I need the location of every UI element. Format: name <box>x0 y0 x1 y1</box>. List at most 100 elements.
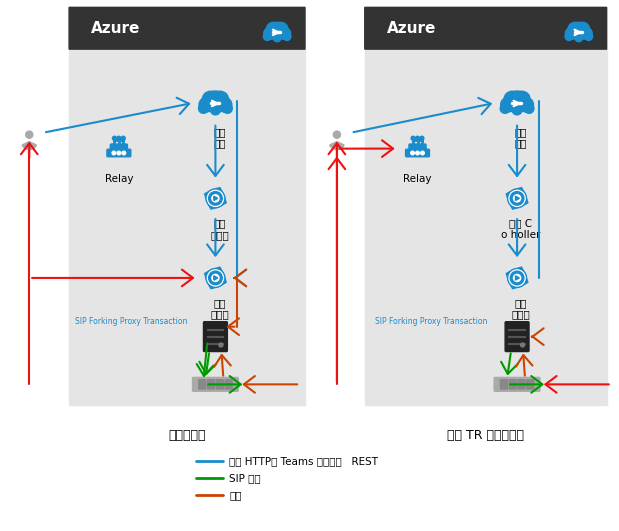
FancyBboxPatch shape <box>193 378 238 391</box>
Polygon shape <box>516 276 519 280</box>
Circle shape <box>264 28 275 39</box>
Circle shape <box>206 269 225 287</box>
Circle shape <box>576 22 589 36</box>
Circle shape <box>273 34 281 42</box>
Circle shape <box>514 91 530 108</box>
Text: Relay: Relay <box>105 175 133 184</box>
Text: 媒體: 媒體 <box>230 490 242 500</box>
FancyBboxPatch shape <box>518 380 525 389</box>
Circle shape <box>411 136 415 140</box>
Circle shape <box>266 22 280 36</box>
Polygon shape <box>214 276 218 280</box>
Text: 媒體
處理器: 媒體 處理器 <box>210 298 229 320</box>
Polygon shape <box>205 187 226 209</box>
Circle shape <box>581 28 592 39</box>
Circle shape <box>416 151 419 155</box>
Text: 媒體 C
o holler: 媒體 C o holler <box>501 218 541 240</box>
Polygon shape <box>506 187 528 209</box>
Circle shape <box>565 28 577 39</box>
FancyBboxPatch shape <box>365 7 607 49</box>
Circle shape <box>510 192 524 205</box>
Circle shape <box>508 269 526 287</box>
Text: Azure: Azure <box>91 21 141 36</box>
Circle shape <box>283 32 291 40</box>
Text: 非旁路通話: 非旁路通話 <box>168 429 206 442</box>
Circle shape <box>333 131 340 138</box>
Circle shape <box>421 151 424 155</box>
Circle shape <box>514 275 521 281</box>
Circle shape <box>210 105 220 115</box>
Circle shape <box>212 195 219 202</box>
Circle shape <box>506 91 528 113</box>
Circle shape <box>199 98 214 112</box>
Circle shape <box>207 190 223 207</box>
Text: 使用 HTTP的 Teams 信號傳輸   REST: 使用 HTTP的 Teams 信號傳輸 REST <box>230 456 378 466</box>
Circle shape <box>585 32 592 40</box>
Polygon shape <box>214 196 218 201</box>
Text: SIP Forking Proxy Transaction: SIP Forking Proxy Transaction <box>374 316 487 326</box>
Circle shape <box>223 104 232 113</box>
Circle shape <box>209 271 222 285</box>
FancyBboxPatch shape <box>69 7 305 49</box>
FancyBboxPatch shape <box>409 144 426 150</box>
Circle shape <box>268 22 286 40</box>
Text: 使用 TR 時略過呼叫: 使用 TR 時略過呼叫 <box>447 429 524 442</box>
FancyBboxPatch shape <box>225 380 232 389</box>
Circle shape <box>565 32 573 40</box>
Circle shape <box>509 190 525 207</box>
Circle shape <box>500 104 510 113</box>
Circle shape <box>202 91 219 108</box>
FancyBboxPatch shape <box>527 380 534 389</box>
Circle shape <box>415 136 420 140</box>
Circle shape <box>212 91 228 108</box>
FancyBboxPatch shape <box>204 322 227 352</box>
Polygon shape <box>205 267 226 289</box>
FancyBboxPatch shape <box>365 49 607 405</box>
Circle shape <box>25 131 33 138</box>
Circle shape <box>113 136 116 140</box>
Circle shape <box>117 151 121 155</box>
Circle shape <box>274 22 288 36</box>
Circle shape <box>568 22 582 36</box>
Text: SIP Forking Proxy Transaction: SIP Forking Proxy Transaction <box>75 316 188 326</box>
FancyBboxPatch shape <box>494 378 540 391</box>
Circle shape <box>420 136 424 140</box>
Circle shape <box>575 34 582 42</box>
Circle shape <box>524 104 534 113</box>
Circle shape <box>514 195 521 202</box>
Circle shape <box>199 104 208 113</box>
Text: Azure: Azure <box>387 21 436 36</box>
Circle shape <box>117 136 121 140</box>
Circle shape <box>212 275 219 281</box>
FancyBboxPatch shape <box>500 380 508 389</box>
Text: SIP 信號: SIP 信號 <box>230 473 261 483</box>
Circle shape <box>204 91 227 113</box>
Text: 媒體
處理器: 媒體 處理器 <box>512 298 530 320</box>
Circle shape <box>122 151 126 155</box>
Wedge shape <box>330 142 344 150</box>
FancyBboxPatch shape <box>199 380 206 389</box>
Circle shape <box>501 98 515 112</box>
Circle shape <box>508 189 526 208</box>
Polygon shape <box>506 267 528 289</box>
FancyBboxPatch shape <box>216 380 223 389</box>
Circle shape <box>510 271 524 285</box>
FancyBboxPatch shape <box>505 322 529 352</box>
Circle shape <box>206 189 225 208</box>
Wedge shape <box>22 142 37 150</box>
Circle shape <box>263 32 271 40</box>
Circle shape <box>279 28 290 39</box>
FancyBboxPatch shape <box>207 380 215 389</box>
Text: 媒體
控制器: 媒體 控制器 <box>210 218 229 240</box>
FancyBboxPatch shape <box>509 380 516 389</box>
Circle shape <box>570 22 588 40</box>
Circle shape <box>519 98 534 112</box>
Circle shape <box>207 270 223 286</box>
Circle shape <box>112 151 116 155</box>
Circle shape <box>509 270 525 286</box>
Text: Relay: Relay <box>403 175 432 184</box>
FancyBboxPatch shape <box>405 149 430 157</box>
Text: 直接
路由: 直接 路由 <box>213 127 226 148</box>
Circle shape <box>209 192 222 205</box>
FancyBboxPatch shape <box>69 49 305 405</box>
